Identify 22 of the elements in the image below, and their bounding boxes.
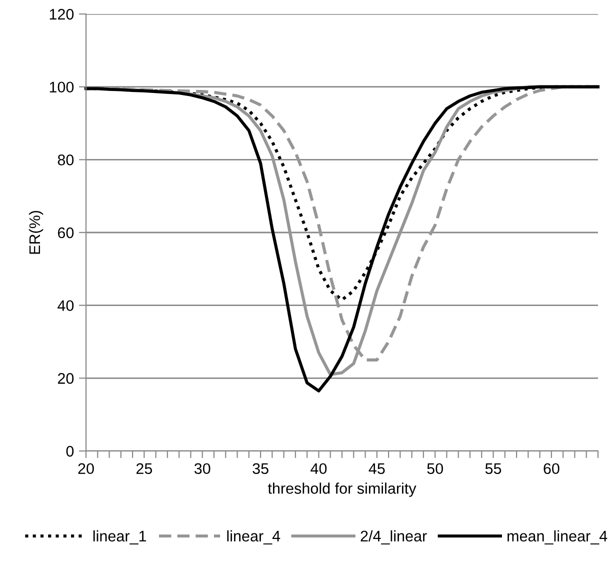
y-tick-label: 80 (58, 154, 74, 166)
y-tick-label: 20 (58, 373, 74, 384)
x-tick-label: 30 (194, 463, 210, 474)
x-axis-title: threshold for similarity (268, 482, 416, 497)
y-axis-title: ER(%) (28, 210, 44, 254)
x-tick-label: 50 (427, 463, 443, 474)
legend-label: linear_4 (227, 530, 280, 544)
x-tick-label: 60 (544, 463, 560, 474)
x-tick-label: 55 (485, 463, 502, 474)
legend-label: mean_linear_4 (508, 530, 608, 544)
y-tick-label: 60 (58, 227, 74, 238)
x-tick-label: 40 (310, 463, 327, 474)
y-tick-label: 40 (58, 300, 74, 312)
y-tick-label: 120 (50, 8, 74, 20)
x-tick-label: 35 (252, 463, 268, 474)
x-tick-label: 45 (368, 463, 385, 474)
y-tick-label: 100 (50, 82, 74, 93)
y-tick-label: 0 (66, 446, 74, 457)
x-tick-label: 25 (136, 463, 152, 474)
legend-label: 2/4_linear (360, 530, 427, 544)
legend-label: linear_1 (93, 530, 146, 544)
x-tick-label: 20 (78, 463, 94, 474)
